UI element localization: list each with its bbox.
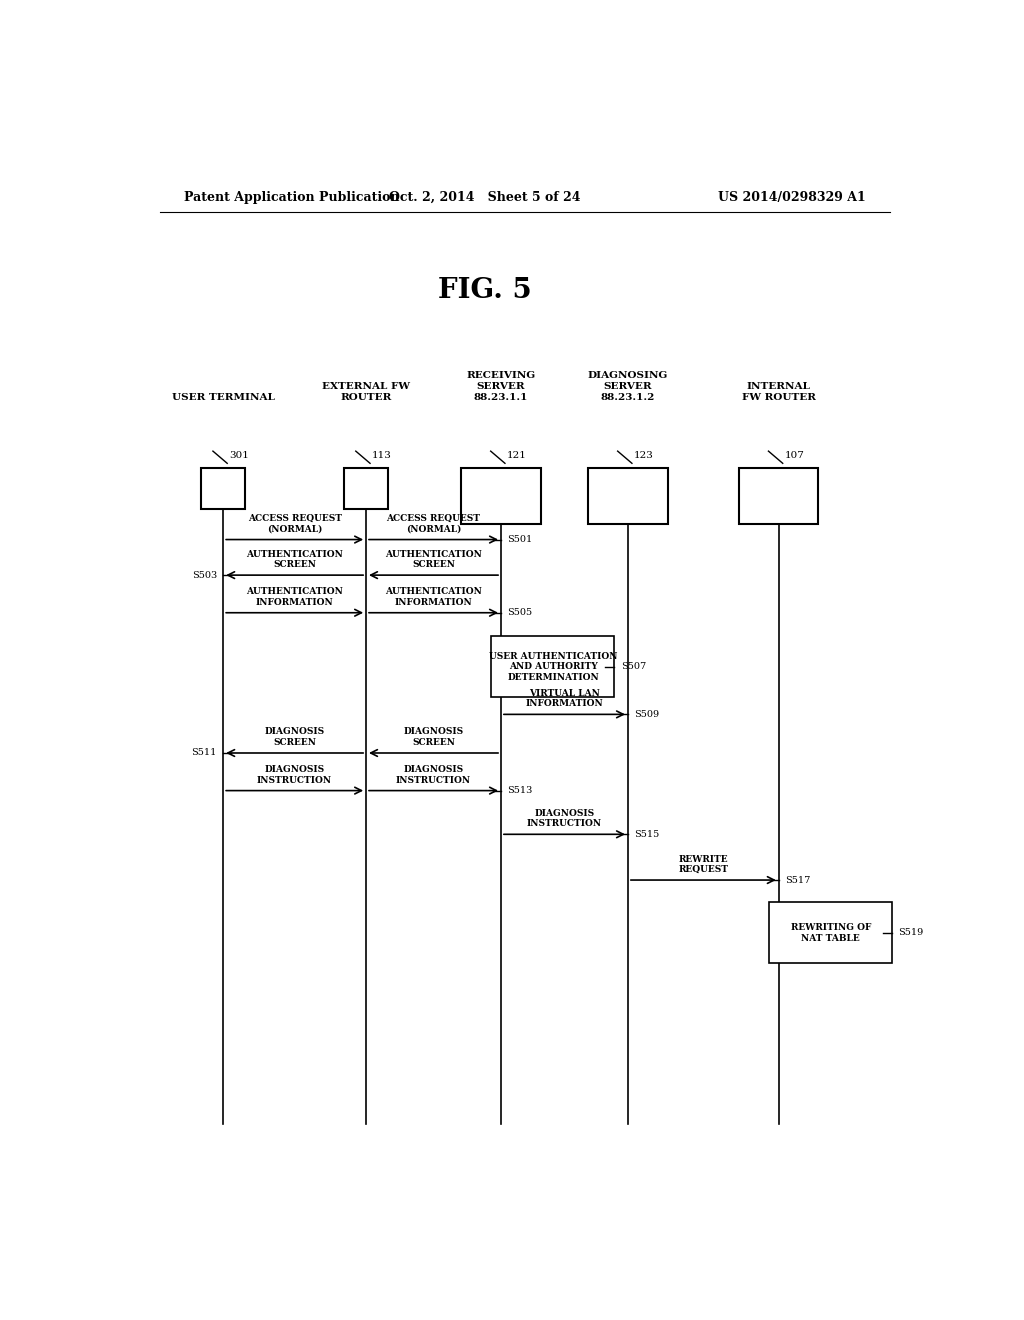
Text: DIAGNOSIS
INSTRUCTION: DIAGNOSIS INSTRUCTION [527,809,602,828]
Text: S513: S513 [507,787,532,795]
Text: RECEIVING
SERVER
88.23.1.1: RECEIVING SERVER 88.23.1.1 [466,371,536,403]
Bar [202,469,245,510]
Bar [588,469,668,524]
Text: USER AUTHENTICATION
AND AUTHORITY
DETERMINATION: USER AUTHENTICATION AND AUTHORITY DETERM… [488,652,617,681]
Text: S501: S501 [507,535,532,544]
Text: 301: 301 [228,451,249,461]
Bar [769,903,892,964]
Text: Patent Application Publication: Patent Application Publication [183,190,399,203]
Text: REWRITE
REQUEST: REWRITE REQUEST [678,854,728,874]
Text: 123: 123 [634,451,653,461]
Text: S509: S509 [634,710,659,719]
Bar [492,636,614,697]
Text: ACCESS REQUEST
(NORMAL): ACCESS REQUEST (NORMAL) [386,513,480,533]
Text: FIG. 5: FIG. 5 [438,277,532,304]
Text: INTERNAL
FW ROUTER: INTERNAL FW ROUTER [741,383,816,403]
Text: S505: S505 [507,609,532,618]
Text: S507: S507 [621,663,646,671]
Text: VIRTUAL LAN
INFORMATION: VIRTUAL LAN INFORMATION [525,689,603,709]
Text: US 2014/0298329 A1: US 2014/0298329 A1 [718,190,866,203]
Text: DIAGNOSIS
INSTRUCTION: DIAGNOSIS INSTRUCTION [396,766,471,784]
Text: 121: 121 [507,451,526,461]
Text: AUTHENTICATION
INFORMATION: AUTHENTICATION INFORMATION [385,587,482,607]
Text: DIAGNOSIS
INSTRUCTION: DIAGNOSIS INSTRUCTION [257,766,332,784]
Bar [739,469,818,524]
Text: AUTHENTICATION
INFORMATION: AUTHENTICATION INFORMATION [246,587,343,607]
Text: S511: S511 [191,748,217,758]
Text: 107: 107 [784,451,804,461]
Text: ACCESS REQUEST
(NORMAL): ACCESS REQUEST (NORMAL) [248,513,342,533]
Text: DIAGNOSIS
SCREEN: DIAGNOSIS SCREEN [403,727,464,747]
Text: S503: S503 [191,570,217,579]
Bar [344,469,388,510]
Text: S515: S515 [634,830,659,838]
Text: USER TERMINAL: USER TERMINAL [172,393,274,403]
Text: DIAGNOSIS
SCREEN: DIAGNOSIS SCREEN [264,727,325,747]
Text: AUTHENTICATION
SCREEN: AUTHENTICATION SCREEN [385,549,482,569]
Text: S519: S519 [899,928,924,937]
Text: REWRITING OF
NAT TABLE: REWRITING OF NAT TABLE [791,923,871,942]
Text: DIAGNOSING
SERVER
88.23.1.2: DIAGNOSING SERVER 88.23.1.2 [588,371,668,403]
Text: Oct. 2, 2014   Sheet 5 of 24: Oct. 2, 2014 Sheet 5 of 24 [389,190,581,203]
Text: 113: 113 [372,451,391,461]
Text: S517: S517 [785,875,810,884]
Text: EXTERNAL FW
ROUTER: EXTERNAL FW ROUTER [323,383,410,403]
Text: AUTHENTICATION
SCREEN: AUTHENTICATION SCREEN [246,549,343,569]
Bar [461,469,541,524]
